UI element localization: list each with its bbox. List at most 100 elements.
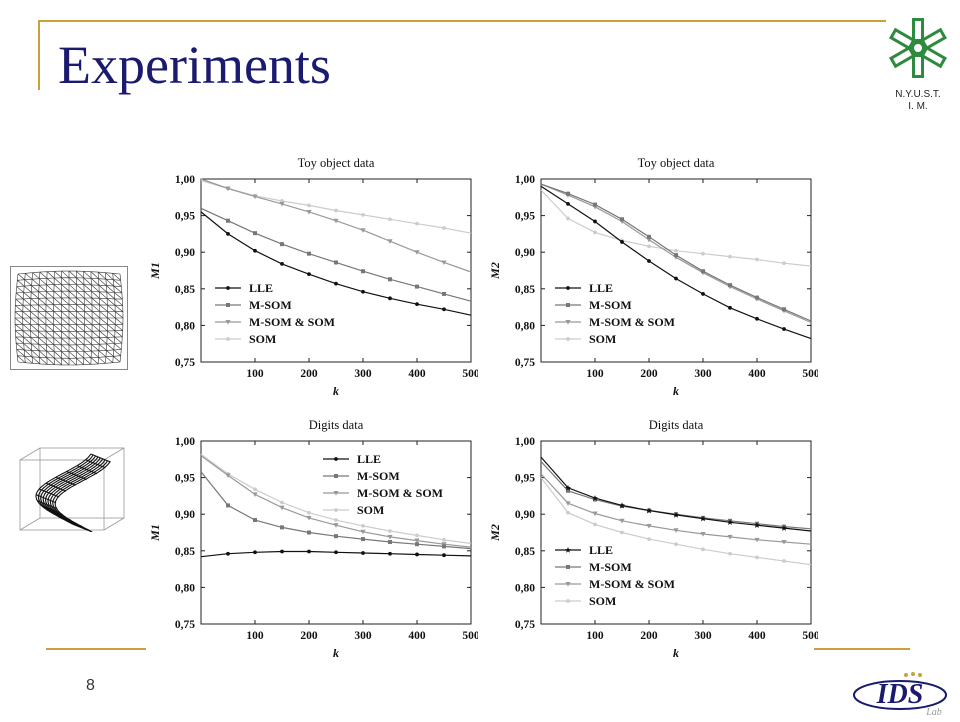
data-point — [646, 507, 652, 514]
data-point — [334, 208, 338, 213]
data-point — [700, 531, 706, 537]
chart-title: Toy object data — [638, 156, 715, 170]
lab-logo-text: IDS — [876, 679, 924, 710]
plot-frame — [200, 440, 472, 625]
data-point — [701, 269, 705, 274]
data-point — [226, 551, 230, 556]
series-line-som — [540, 477, 812, 566]
chart-title: Digits data — [649, 418, 704, 432]
legend-marker — [566, 337, 570, 341]
data-point — [673, 528, 679, 533]
logo-text-line-2: I. M. — [908, 101, 928, 112]
left-frame-line — [38, 20, 40, 90]
bottom-frame-line-right — [814, 648, 910, 650]
x-tick-label: 400 — [408, 368, 426, 380]
digits-s-shape-thumbnail — [19, 447, 125, 532]
data-point — [755, 257, 759, 262]
series-line-m-som-som — [200, 455, 472, 548]
data-point — [593, 219, 597, 224]
legend-marker — [565, 320, 571, 325]
data-point — [334, 550, 338, 555]
x-tick-label: 200 — [640, 368, 658, 380]
data-point — [782, 307, 786, 312]
data-point — [782, 261, 786, 266]
legend: LLE M-SOM M-SOM & SOM SOM — [555, 543, 675, 608]
chart-digits-m1: Digits data 0,75 0,80 0,85 0,90 0,95 1,00 100 20… — [148, 418, 478, 660]
data-point — [442, 291, 446, 296]
x-tick-label: 300 — [354, 630, 372, 642]
data-point — [442, 544, 446, 549]
legend-label: SOM — [249, 332, 276, 346]
data-point — [701, 251, 705, 256]
data-point — [701, 292, 705, 296]
legend-label: M-SOM & SOM — [357, 486, 443, 500]
plot-frame — [200, 178, 472, 363]
data-point — [673, 511, 679, 518]
data-point — [307, 530, 311, 535]
data-point — [619, 502, 625, 509]
legend-marker — [565, 582, 571, 587]
data-point — [280, 549, 284, 554]
x-tick-label: 100 — [586, 368, 604, 380]
data-point — [280, 500, 284, 505]
data-point — [388, 529, 392, 533]
top-frame-line — [38, 20, 886, 22]
star-icons — [904, 672, 922, 677]
y-tick-label: 0,95 — [515, 473, 535, 485]
y-tick-label: 0,80 — [175, 582, 195, 594]
data-point — [646, 523, 652, 529]
data-point — [415, 552, 419, 557]
data-point — [674, 253, 678, 258]
legend-label: M-SOM — [249, 298, 292, 312]
data-point — [225, 186, 231, 192]
data-point — [566, 201, 570, 206]
data-point — [280, 242, 284, 247]
data-point — [647, 234, 651, 239]
plot-frame — [540, 178, 812, 363]
data-point — [414, 250, 420, 255]
legend-marker — [565, 547, 571, 553]
y-tick-label: 0,80 — [515, 582, 535, 594]
series-line-m-som-som — [540, 473, 812, 545]
y-axis-label: M2 — [488, 524, 502, 542]
data-point — [388, 296, 392, 301]
legend-marker — [225, 320, 231, 325]
legend-label: SOM — [357, 503, 384, 517]
data-point — [755, 555, 759, 560]
legend-marker — [226, 303, 230, 307]
bottom-frame-line-left — [46, 648, 146, 650]
data-point — [674, 248, 678, 253]
y-tick-label: 0,80 — [175, 320, 195, 332]
data-point — [620, 530, 624, 535]
x-axis-label: k — [673, 384, 679, 398]
legend-marker — [334, 508, 338, 512]
data-point — [387, 239, 393, 244]
x-tick-label: 100 — [246, 368, 264, 380]
lab-logo-subtext: Lab — [925, 707, 942, 717]
x-tick-label: 400 — [408, 630, 426, 642]
data-point — [253, 231, 257, 236]
legend-marker — [334, 457, 338, 461]
y-tick-label: 0,75 — [515, 357, 535, 369]
data-point — [566, 488, 570, 493]
data-point — [674, 276, 678, 281]
x-axis-label: k — [333, 646, 339, 660]
data-point — [253, 487, 257, 492]
y-axis-label: M2 — [488, 262, 502, 280]
data-point — [442, 226, 446, 230]
x-tick-label: 500 — [462, 630, 478, 642]
legend-marker — [566, 565, 570, 569]
toy-object-mesh-thumbnail — [10, 266, 128, 370]
y-tick-label: 0,90 — [515, 509, 535, 521]
legend-marker — [334, 474, 338, 478]
plot-frame — [540, 440, 812, 625]
data-point — [647, 259, 651, 263]
data-point — [593, 230, 597, 235]
data-point — [334, 281, 338, 286]
data-point — [415, 542, 419, 547]
data-point — [415, 284, 419, 289]
chart-toy-m2: Toy object data 0,75 0,80 0,85 0,90 0,95 1,00 1… — [488, 156, 818, 398]
chart-title: Toy object data — [298, 156, 375, 170]
data-point — [619, 518, 625, 524]
legend-label: M-SOM & SOM — [589, 315, 675, 329]
